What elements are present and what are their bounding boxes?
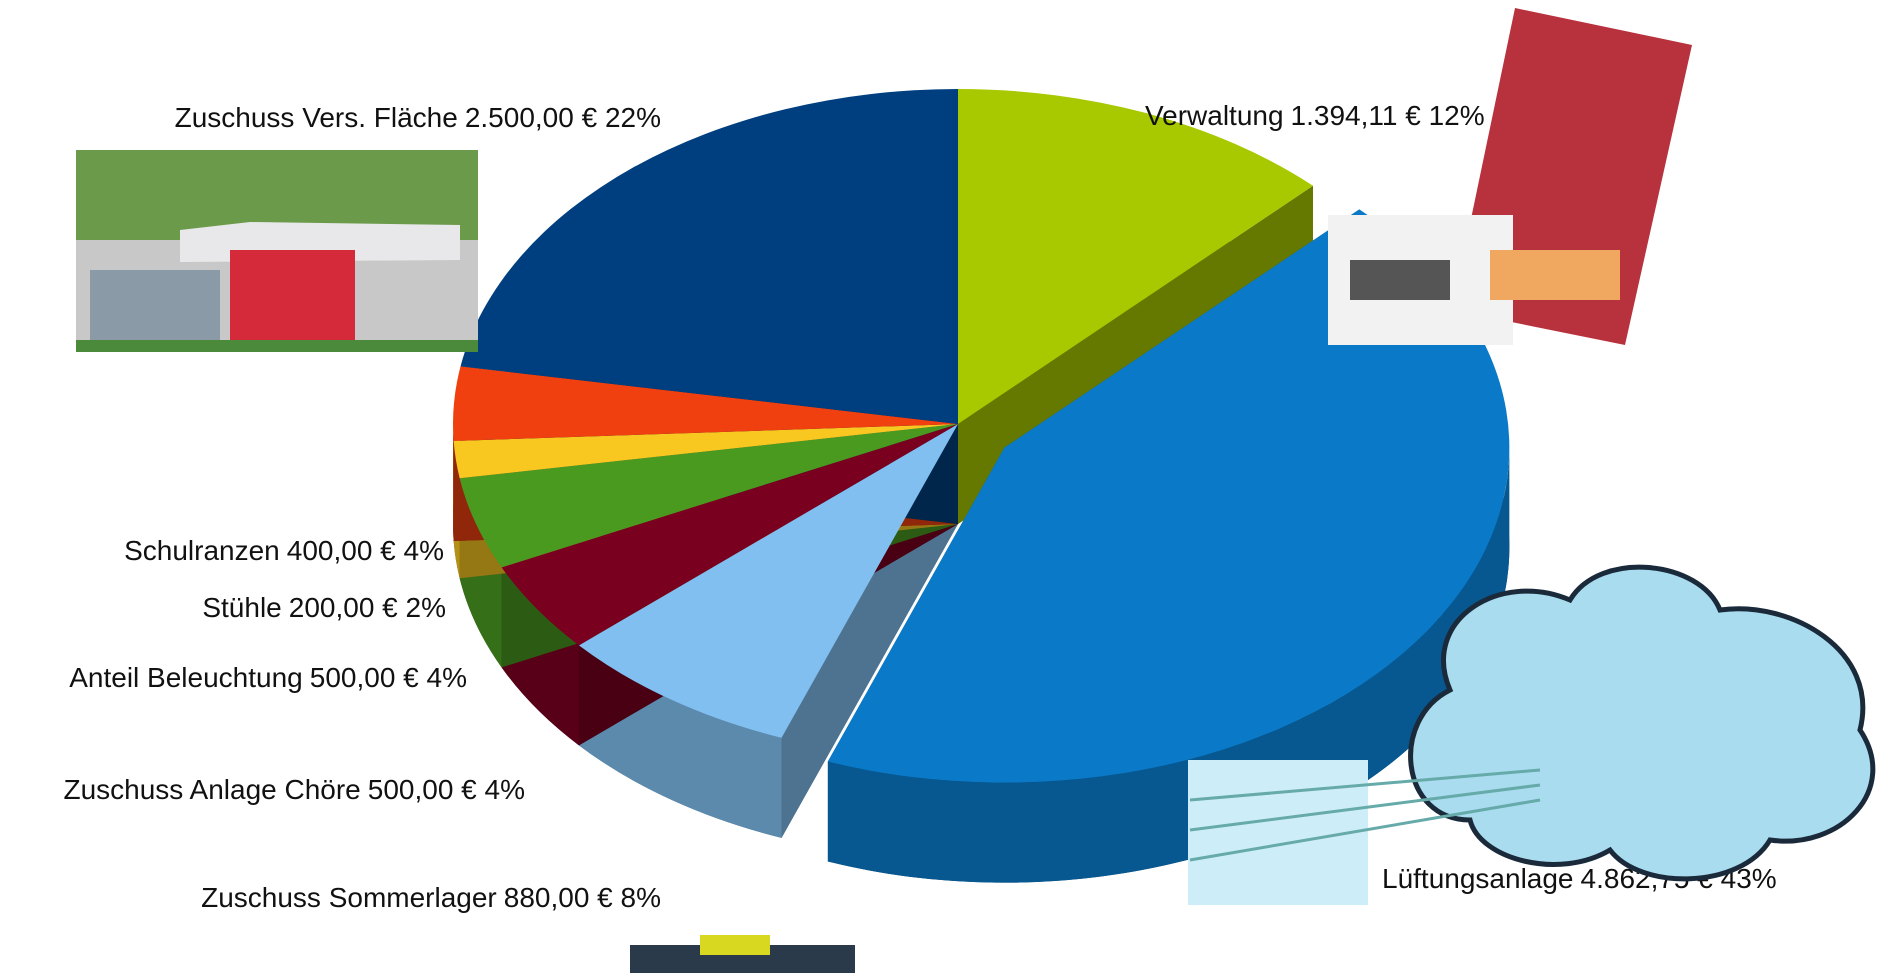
- slice-label-value: 1.394,11 € 12%: [1291, 100, 1485, 131]
- slice-label: Anteil Beleuchtung 500,00 € 4%: [69, 662, 467, 693]
- slice-label-name: Zuschuss Sommerlager: [201, 882, 497, 913]
- slice: [453, 366, 958, 441]
- slice-label: Zuschuss Vers. Fläche 2.500,00 € 22%: [175, 102, 661, 133]
- slice-label-name: Lüftungsanlage: [1382, 863, 1574, 894]
- slice-label: Verwaltung 1.394,11 € 12%: [1145, 100, 1485, 131]
- slice-label: Stühle 200,00 € 2%: [202, 592, 446, 623]
- slice-label-name: Verwaltung: [1145, 100, 1284, 131]
- slice-label-name: Zuschuss Anlage Chöre: [63, 774, 360, 805]
- slice-label-name: Zuschuss Vers. Fläche: [175, 102, 458, 133]
- slice-label-value: 500,00 € 4%: [310, 662, 467, 693]
- slice-wall: [453, 424, 454, 541]
- slice-label-name: Anteil Beleuchtung: [69, 662, 303, 693]
- slice: [459, 424, 958, 568]
- slice: [460, 89, 958, 424]
- cloud-image: [1188, 564, 1876, 905]
- slice-label-value: 880,00 € 8%: [504, 882, 661, 913]
- pie: [453, 89, 1510, 883]
- slice-label-value: 400,00 € 4%: [287, 535, 444, 566]
- photo-building: [76, 150, 478, 352]
- slice-label-value: 200,00 € 2%: [289, 592, 446, 623]
- slice-label-value: 2.500,00 € 22%: [465, 102, 661, 133]
- slice-label-value: 500,00 € 4%: [368, 774, 525, 805]
- slice-label: Zuschuss Sommerlager 880,00 € 8%: [201, 882, 661, 913]
- poster: [1328, 8, 1692, 345]
- slice-label: Zuschuss Anlage Chöre 500,00 € 4%: [63, 774, 525, 805]
- slice-label-name: Schulranzen: [124, 535, 280, 566]
- slice: [501, 424, 958, 646]
- slice-label: Schulranzen 400,00 € 4%: [124, 535, 444, 566]
- bag-image: [630, 935, 855, 973]
- slice: [827, 209, 1510, 783]
- slice: [453, 424, 958, 479]
- slice-label-name: Stühle: [202, 592, 281, 623]
- slice: [958, 89, 1313, 424]
- slice: [578, 424, 958, 738]
